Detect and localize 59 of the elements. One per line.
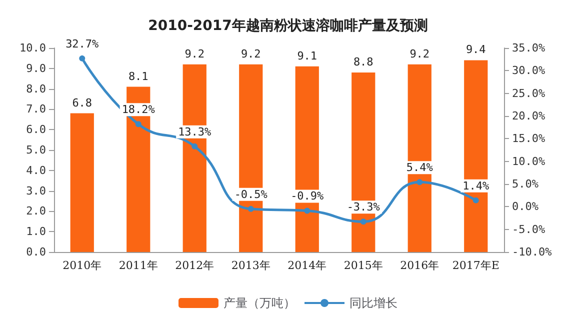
y-tick-label: 4.0: [26, 164, 46, 177]
y2-tick-label: -10.0%: [512, 246, 552, 258]
bar: [70, 113, 94, 252]
legend-label: 同比增长: [350, 296, 398, 310]
chart-title: 2010-2017年越南粉状速溶咖啡产量及预测: [148, 17, 428, 34]
data-label: 9.2: [184, 47, 205, 60]
data-label: 8.8: [353, 55, 374, 68]
data-label: 8.1: [128, 70, 148, 83]
y-tick-label: 9.0: [26, 62, 46, 75]
point: [360, 218, 366, 225]
data-label: 9.1: [297, 49, 318, 62]
data-label: -0.5%: [234, 188, 268, 201]
data-label: 5.4%: [406, 161, 434, 174]
x-tick-label: 2015年: [344, 259, 383, 272]
point: [304, 208, 310, 214]
x-tick-label: 2013年: [231, 259, 270, 272]
y2-tick-label: 15.0%: [512, 132, 546, 146]
y-tick-label: 0.0: [26, 246, 46, 258]
y2-tick-label: 0.0%: [512, 200, 539, 214]
y-tick-label: 7.0: [26, 102, 46, 116]
point: [135, 121, 142, 128]
y-tick-label: 5.0: [26, 144, 46, 156]
x-tick-label: 2014年: [288, 259, 327, 272]
point: [472, 197, 479, 204]
y-tick-label: 8.0: [26, 82, 46, 96]
bar: [408, 64, 432, 252]
data-label: 9.2: [410, 47, 430, 60]
data-label: 18.2%: [122, 103, 156, 116]
y2-tick-label: 25.0%: [512, 86, 546, 100]
x-tick-label: 2012年: [175, 259, 214, 272]
x-tick-label: 2010年: [62, 259, 102, 272]
y-tick-label: 3.0: [26, 184, 46, 198]
bar: [464, 60, 488, 252]
data-label: 6.8: [72, 96, 92, 110]
x-tick-label: 2016年: [400, 259, 440, 272]
data-label: -0.9%: [290, 190, 324, 203]
point: [192, 143, 198, 150]
point: [416, 179, 423, 186]
point: [79, 55, 86, 62]
y-tick-label: 2.0: [26, 204, 46, 218]
data-label: -3.3%: [346, 200, 380, 214]
y-tick-label: 1.0: [26, 225, 46, 238]
x-tick-label: 2011年: [118, 259, 158, 272]
y2-tick-label: 30.0%: [512, 64, 546, 78]
legend-label: 产量（万吨）: [224, 296, 296, 310]
y-tick-label: 10.0: [20, 42, 46, 54]
point: [248, 206, 254, 212]
y2-tick-label: -5.0%: [512, 222, 546, 236]
y2-tick-label: 35.0%: [512, 42, 546, 54]
y2-tick-label: 20.0%: [512, 110, 546, 122]
data-label: 1.4%: [462, 179, 490, 192]
data-label: 9.4: [466, 43, 486, 56]
data-label: 13.3%: [178, 125, 212, 138]
x-tick-label: 2017年E: [452, 259, 500, 272]
y2-tick-label: 5.0%: [512, 178, 539, 190]
data-label: 9.2: [240, 47, 261, 60]
y2-tick-label: 10.0%: [512, 154, 546, 168]
data-label: 32.7%: [66, 37, 100, 50]
y-tick-label: 6.0: [26, 123, 46, 136]
